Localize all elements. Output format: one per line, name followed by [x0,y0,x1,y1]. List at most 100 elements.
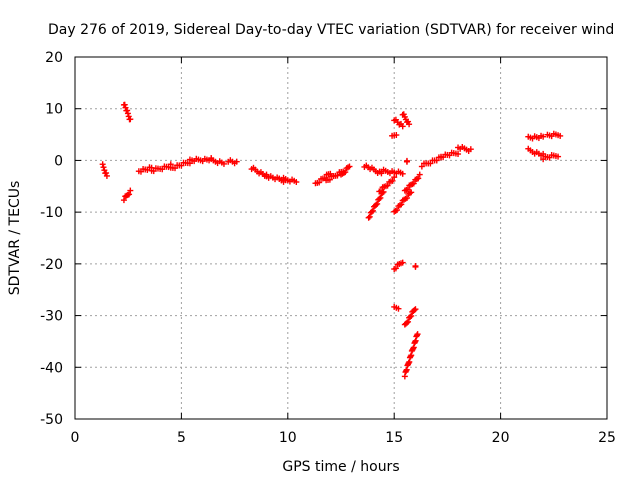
data-point [127,187,134,194]
data-segment [208,156,227,167]
data-point [455,151,462,158]
data-point [557,132,564,139]
data-point [346,163,353,170]
data-point [408,312,415,319]
data-segment [99,161,110,179]
x-tick-label: 5 [177,430,186,446]
data-segment [365,188,387,221]
data-point [394,207,401,214]
data-point [103,172,110,179]
data-point [389,177,396,184]
data-point [334,172,341,179]
data-point [293,179,300,186]
data-point [398,201,405,208]
data-point [368,208,375,215]
data-point [233,158,240,165]
data-segment [401,306,419,328]
data-point [399,123,406,130]
data-point [414,331,421,338]
data-segment [120,187,134,204]
data-point [326,176,333,183]
x-tick-label: 10 [279,430,297,446]
y-tick-label: 0 [54,153,63,169]
x-tick-label: 0 [71,430,80,446]
data-segment [391,259,406,273]
data-segment [378,166,406,177]
data-point [416,171,423,178]
data-point [393,132,400,139]
data-point [220,160,227,167]
data-point [377,194,384,201]
data-point [403,194,410,201]
data-segment [401,331,421,380]
data-point [404,186,411,193]
data-point [412,306,419,313]
data-point [406,121,413,128]
data-segment [403,157,410,165]
data-segment [120,101,134,123]
y-tick-label: 10 [45,102,63,118]
data-segment [544,130,564,140]
data-segment [391,189,415,215]
data-point [103,169,110,176]
data-segment [412,262,419,270]
data-point [399,259,406,266]
data-point [392,265,399,272]
y-tick-label: -30 [40,309,63,325]
data-segment [225,157,240,167]
data-point [410,180,417,187]
x-tick-label: 15 [385,430,403,446]
data-segment [525,132,547,142]
x-tick-label: 20 [492,430,510,446]
data-point [540,133,547,140]
x-axis-label: GPS time / hours [282,459,399,475]
data-segment [391,303,402,312]
data-point [100,164,107,171]
data-point [405,318,412,325]
y-axis-label: SDTVAR / TECUs [7,181,23,296]
grid-layer [75,57,607,419]
data-segment [135,164,155,175]
y-tick-label: -50 [40,412,63,428]
y-tick-label: 20 [45,50,63,66]
y-tick-label: -10 [40,205,63,221]
y-tick-label: -40 [40,360,63,376]
data-point [467,146,474,153]
data-segment [389,132,400,139]
data-point [415,175,422,182]
data-point [395,305,402,312]
data-point [418,163,425,170]
data-point [120,197,127,204]
data-segment [540,152,562,163]
data-point [408,189,415,196]
data-point [366,213,373,220]
data-segment [401,171,423,194]
data-point [124,110,131,117]
data-point [403,158,410,165]
data-point [433,157,440,164]
data-point [316,179,323,186]
data-segment [148,161,174,175]
data-point [412,263,419,270]
data-segment [376,174,398,195]
data-point [121,101,128,108]
data-segment [338,163,353,178]
data-point [403,319,410,326]
data-point [369,207,376,214]
data-point [407,313,414,320]
data-point [391,174,398,181]
data-segment [438,149,462,161]
data-point [399,170,406,177]
data-point [384,182,391,189]
data-point [127,116,134,123]
data-point [126,191,133,198]
x-tick-label: 25 [598,430,616,446]
data-point [377,187,384,194]
data-segment [399,111,413,128]
data-point [427,160,434,167]
y-tick-label: -20 [40,257,63,273]
data-segment [391,116,406,130]
data-segment [455,144,474,155]
data-point [124,107,131,114]
